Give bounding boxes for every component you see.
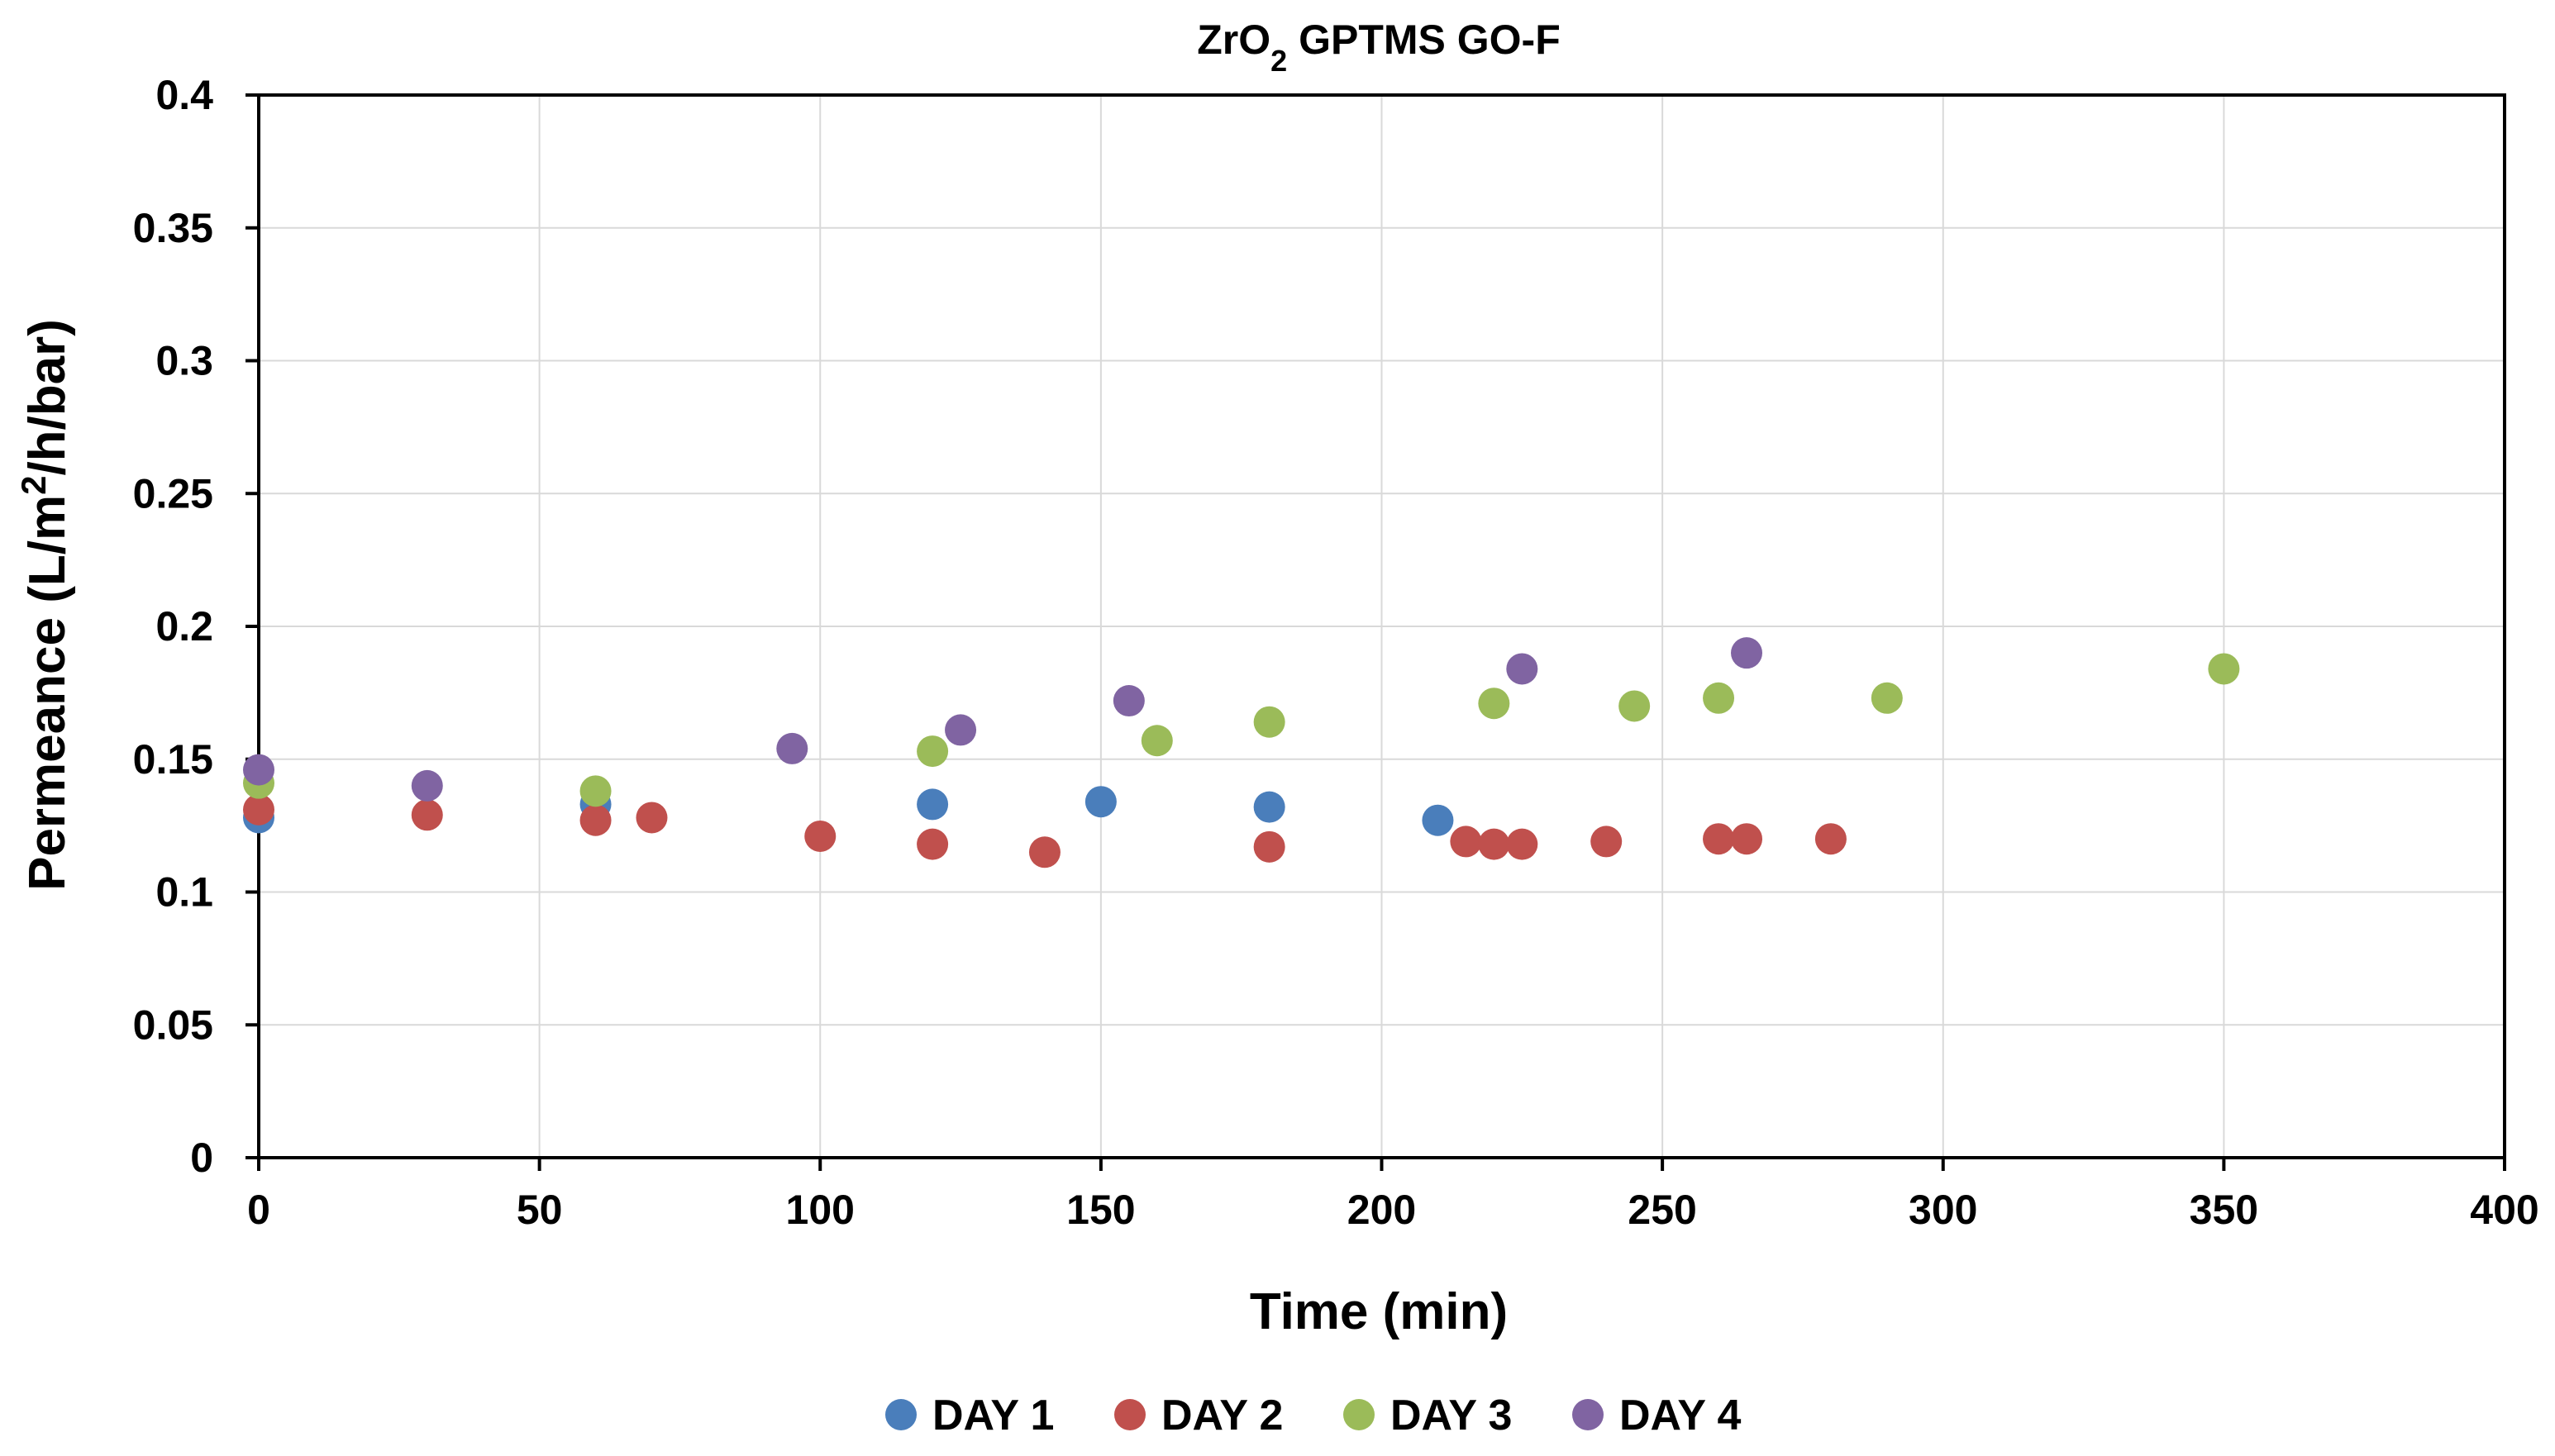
legend-marker-day-3 (1343, 1399, 1375, 1430)
legend: DAY 1 DAY 2 DAY 3 DAY 4 (885, 1392, 1742, 1439)
day-4-point (1506, 653, 1538, 685)
x-tick-label: 300 (1909, 1187, 1977, 1233)
day-4-point (411, 769, 443, 802)
day-3-point (917, 735, 949, 768)
day-4-point (945, 714, 977, 746)
y-tick-label: 0 (190, 1135, 213, 1181)
day-1-point (1253, 791, 1285, 823)
x-tick-label: 0 (247, 1187, 270, 1233)
day-3-point (1871, 682, 1903, 714)
day-2-point (1506, 828, 1538, 860)
x-axis-ticks: 0 50 100 150 200 250 300 350 400 (247, 1158, 2539, 1233)
y-tick-label: 0.35 (133, 205, 213, 251)
gridlines (259, 95, 2505, 1158)
legend-label-day-1: DAY 1 (932, 1392, 1054, 1439)
day-3-point (1253, 706, 1285, 738)
day-3-point (1703, 682, 1735, 714)
x-tick-label: 350 (2190, 1187, 2258, 1233)
x-tick-label: 150 (1066, 1187, 1135, 1233)
legend-label-day-3: DAY 3 (1390, 1392, 1512, 1439)
day-2-point (1478, 828, 1510, 860)
x-tick-label: 100 (786, 1187, 855, 1233)
day-2-point (804, 820, 837, 852)
legend-marker-day-1 (885, 1399, 917, 1430)
y-tick-label: 0.1 (155, 869, 213, 916)
y-tick-label: 0.05 (133, 1002, 213, 1048)
day-2-point (636, 802, 668, 834)
y-axis-title: Permeance (L/m2/h/bar) (14, 319, 77, 891)
x-tick-label: 200 (1347, 1187, 1416, 1233)
legend-label-day-4: DAY 4 (1619, 1392, 1742, 1439)
y-tick-label: 0.3 (155, 338, 213, 384)
y-tick-label: 0.15 (133, 736, 213, 783)
day-4-point (776, 732, 808, 764)
day-2-point (411, 799, 443, 831)
day-3-point (579, 775, 612, 807)
day-2-point (917, 828, 949, 860)
legend-marker-day-4 (1572, 1399, 1604, 1430)
day-2-point (1028, 836, 1061, 868)
day-3-point (1141, 725, 1173, 757)
day-2-point (1590, 826, 1623, 858)
day-3-point (1618, 690, 1651, 722)
day-1-point (1084, 786, 1117, 818)
day-4-point (243, 754, 274, 786)
y-tick-label: 0.4 (155, 72, 213, 118)
day-4-point (1731, 637, 1763, 669)
day-2-point (1814, 823, 1847, 855)
x-tick-label: 250 (1628, 1187, 1696, 1233)
data-points (243, 637, 2240, 868)
day-2-point (1450, 826, 1482, 858)
day-2-point (1253, 830, 1285, 863)
day-3-point (1478, 688, 1510, 720)
x-tick-label: 50 (517, 1187, 563, 1233)
day-3-point (2208, 653, 2240, 685)
day-4-point (1113, 685, 1145, 717)
day-2-point (579, 804, 612, 836)
x-axis-title: Time (min) (1250, 1283, 1508, 1340)
day-2-point (1703, 823, 1735, 855)
day-2-point (1731, 823, 1763, 855)
legend-label-day-2: DAY 2 (1161, 1392, 1283, 1439)
day-1-point (1422, 804, 1454, 836)
y-tick-label: 0.25 (133, 470, 213, 516)
day-2-point (243, 793, 274, 826)
chart-title: ZrO2 GPTMS GO-F (1197, 17, 1560, 78)
y-tick-label: 0.2 (155, 603, 213, 649)
x-tick-label: 400 (2470, 1187, 2538, 1233)
day-1-point (917, 788, 949, 821)
legend-marker-day-2 (1114, 1399, 1146, 1430)
